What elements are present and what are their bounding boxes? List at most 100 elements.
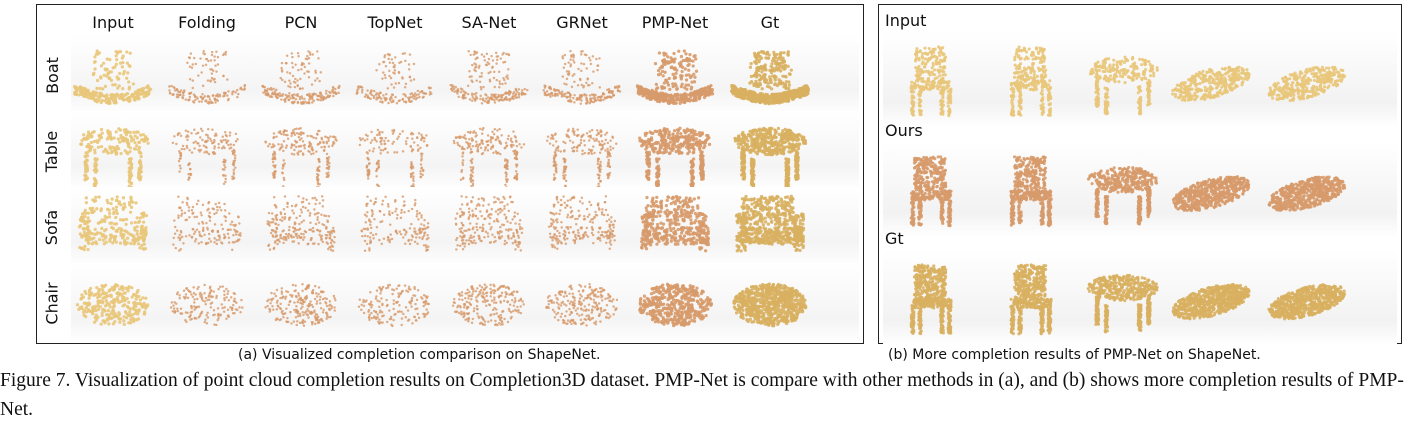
more-result-input [1165,33,1257,125]
result-boat-pcn [253,36,349,114]
point-cloud-sofa [360,195,430,252]
point-cloud-car [1171,65,1251,102]
point-cloud-car [1171,282,1251,321]
more-result-ours [885,143,977,235]
point-cloud-chair [909,263,953,336]
result-chair-sa-net [441,264,537,342]
point-cloud-car [1267,175,1347,212]
result-boat-topnet [347,36,443,114]
column-header-topnet: TopNet [367,13,423,32]
result-chair-grnet [534,264,630,342]
point-cloud-table [452,126,526,189]
point-cloud-chair [909,155,953,228]
more-result-gt [985,251,1077,343]
row-label-input: Input [885,11,927,30]
row-label-gt: Gt [885,229,904,248]
point-cloud-table [79,127,150,190]
more-result-input [1077,33,1169,125]
point-cloud-chair [75,283,150,327]
result-table-topnet [347,112,443,190]
row-band [71,187,859,267]
column-header-pmp-net: PMP-Net [641,13,709,32]
result-chair-pmp-net [627,264,723,342]
point-cloud-boat [168,50,247,105]
point-cloud-table [1086,165,1159,226]
point-cloud-sofa [77,195,149,252]
column-header-sa-net: SA-Net [461,13,517,32]
point-cloud-boat [729,50,810,106]
result-table-folding [159,112,255,190]
column-header-gt: Gt [760,13,780,32]
result-boat-folding [159,36,255,114]
point-cloud-table [264,127,338,189]
result-chair-folding [159,264,255,342]
more-result-ours [985,143,1077,235]
figure-caption: Figure 7. Visualization of point cloud c… [0,370,1404,420]
point-cloud-sofa [639,194,710,253]
point-cloud-chair [264,283,337,327]
point-cloud-boat [449,50,529,105]
more-result-ours [1165,143,1257,235]
result-sofa-pcn [253,188,349,266]
point-cloud-boat [542,49,622,106]
point-cloud-chair [1009,155,1053,228]
point-cloud-table [733,126,808,190]
result-boat-input [65,36,161,114]
point-cloud-chair [1009,45,1053,117]
subcaption-b: (b) More completion results of PMP-Net o… [888,347,1261,363]
point-cloud-chair [638,282,714,328]
point-cloud-table [171,127,239,186]
subcaption-a: (a) Visualized completion comparison on … [238,347,601,363]
result-sofa-folding [159,188,255,266]
point-cloud-table [1088,55,1159,116]
result-chair-pcn [253,264,349,342]
column-header-input: Input [92,13,134,32]
result-table-pmp-net [627,112,723,190]
point-cloud-chair [357,283,430,328]
result-boat-pmp-net [627,36,723,114]
result-table-pcn [253,112,349,190]
point-cloud-boat [73,49,153,106]
point-cloud-car [1267,283,1346,321]
point-cloud-sofa [454,195,524,252]
result-sofa-sa-net [441,188,537,266]
point-cloud-boat [261,50,341,106]
more-result-ours [1261,143,1353,235]
column-header-grnet: GRNet [556,13,608,32]
row-label-chair: Chair [42,281,62,325]
point-cloud-boat [635,49,715,106]
result-sofa-grnet [534,188,630,266]
row-label-sofa: Sofa [42,209,62,245]
result-sofa-pmp-net [627,188,723,266]
point-cloud-car [1267,65,1347,103]
result-boat-gt [722,36,818,114]
result-sofa-input [65,188,161,266]
point-cloud-chair [451,283,525,327]
result-chair-input [65,264,161,342]
more-result-gt [885,251,977,343]
row-label-table: Table [42,130,62,172]
point-cloud-table [1086,273,1159,334]
point-cloud-table [638,126,712,189]
result-chair-topnet [347,264,443,342]
more-result-input [885,33,977,125]
row-band [71,111,859,191]
more-result-gt [1165,251,1257,343]
result-boat-sa-net [441,36,537,114]
result-table-grnet [534,112,630,190]
result-sofa-gt [722,188,818,266]
point-cloud-chair [169,283,244,327]
column-header-pcn: PCN [284,13,318,32]
point-cloud-table [358,128,429,188]
point-cloud-chair [545,283,619,327]
point-cloud-chair [732,282,808,328]
result-boat-grnet [534,36,630,114]
point-cloud-table [546,127,618,189]
row-label-ours: Ours [885,121,923,140]
point-cloud-chair [909,45,953,118]
more-result-ours [1077,143,1169,235]
point-cloud-car [1171,175,1251,213]
row-label-boat: Boat [42,56,62,94]
result-table-gt [722,112,818,190]
more-result-input [985,33,1077,125]
